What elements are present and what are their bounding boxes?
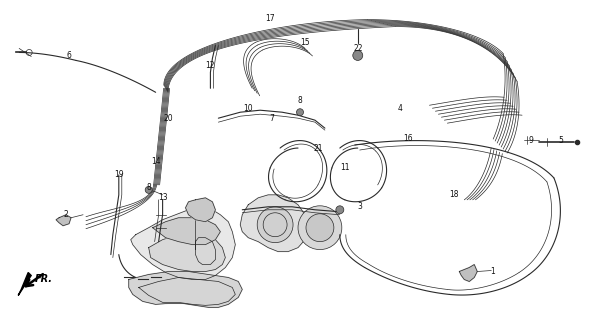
Polygon shape: [459, 265, 477, 282]
Text: 6: 6: [67, 51, 72, 60]
Text: 7: 7: [270, 114, 274, 123]
Text: 9: 9: [529, 136, 534, 145]
Circle shape: [298, 206, 342, 250]
Text: 22: 22: [353, 44, 362, 53]
Circle shape: [336, 206, 344, 214]
Polygon shape: [186, 198, 215, 222]
Polygon shape: [131, 208, 236, 279]
Text: 16: 16: [402, 133, 412, 143]
Text: 12: 12: [206, 61, 215, 70]
Text: 19: 19: [114, 171, 124, 180]
Text: 3: 3: [358, 202, 362, 211]
Polygon shape: [149, 232, 225, 271]
Polygon shape: [129, 271, 242, 307]
Text: 4: 4: [397, 104, 402, 113]
Polygon shape: [56, 215, 71, 226]
Circle shape: [145, 186, 152, 193]
Text: 10: 10: [243, 104, 253, 113]
Circle shape: [257, 207, 293, 243]
Polygon shape: [18, 273, 31, 295]
Text: 14: 14: [151, 157, 160, 166]
Text: 21: 21: [313, 144, 323, 153]
Text: 8: 8: [146, 183, 151, 192]
Text: 2: 2: [64, 210, 69, 219]
Text: 20: 20: [164, 114, 174, 123]
Circle shape: [297, 109, 304, 116]
Circle shape: [306, 214, 334, 242]
Polygon shape: [152, 218, 220, 244]
Text: 5: 5: [558, 136, 563, 145]
Polygon shape: [240, 195, 308, 252]
Text: 18: 18: [450, 190, 459, 199]
Text: 1: 1: [490, 267, 495, 276]
Text: FR.: FR.: [35, 275, 53, 284]
Text: 17: 17: [265, 14, 275, 23]
Text: 8: 8: [297, 96, 302, 105]
Text: 13: 13: [158, 193, 168, 202]
Text: 15: 15: [300, 38, 310, 47]
Text: 11: 11: [340, 164, 350, 172]
Circle shape: [353, 51, 363, 60]
